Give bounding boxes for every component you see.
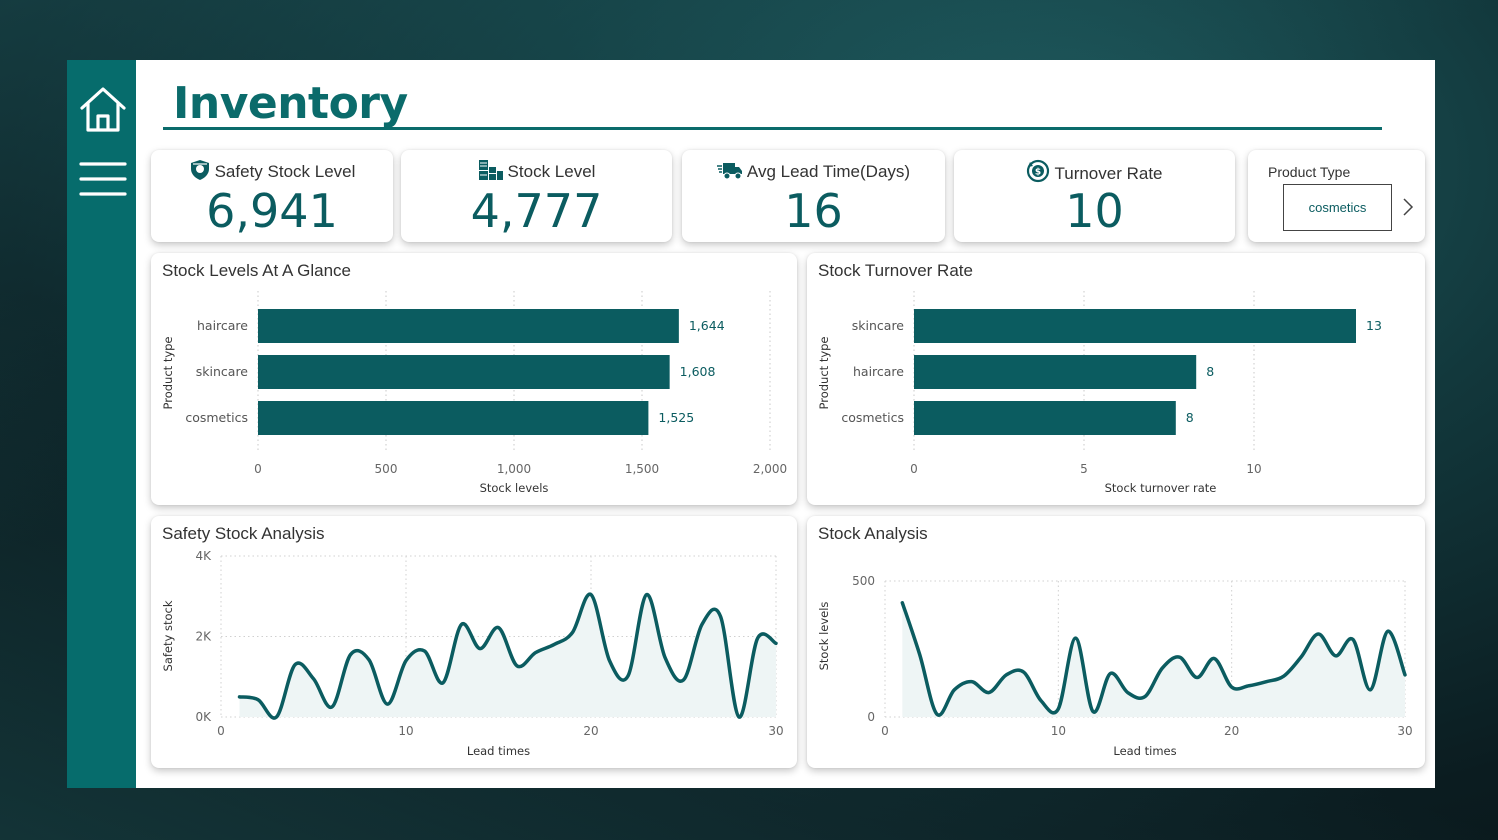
chart-title: Stock Analysis xyxy=(818,524,928,543)
y-axis-label: Product type xyxy=(817,336,831,409)
chart-card-stock-levels: Stock Levels At A Glance 0 500 1,000 1,500 2… xyxy=(151,253,797,505)
kpi-label: Stock Level xyxy=(401,159,672,182)
kpi-value: 16 xyxy=(784,184,843,238)
home-button[interactable] xyxy=(79,86,127,134)
x-tick-label: 500 xyxy=(375,462,398,476)
kpi-value: 4,777 xyxy=(470,184,603,238)
x-tick-label: 20 xyxy=(1224,724,1239,738)
chevron-right-icon xyxy=(1403,198,1414,216)
hamburger-menu-icon xyxy=(79,162,127,196)
x-tick-label: 20 xyxy=(583,724,598,738)
data-label: 13 xyxy=(1366,318,1382,333)
bar xyxy=(914,401,1176,435)
kpi-value: 10 xyxy=(1065,184,1124,238)
stock-levels-bar-chart: 0 500 1,000 1,500 2,000 haircare 1,644 skincare… xyxy=(161,291,787,495)
kpi-value: 6,941 xyxy=(206,184,338,238)
y-tick-label: 4K xyxy=(195,549,212,563)
bar xyxy=(258,355,670,389)
x-tick-label: 0 xyxy=(910,462,918,476)
kpi-label: Safety Stock Level xyxy=(151,159,393,182)
chart-title: Stock Turnover Rate xyxy=(818,261,973,280)
x-tick-label: 10 xyxy=(1246,462,1261,476)
x-axis-label: Stock turnover rate xyxy=(1105,481,1217,495)
delivery-truck-icon xyxy=(716,163,742,180)
product-type-slicer: Product Type cosmetics xyxy=(1248,150,1425,242)
bar xyxy=(258,309,679,343)
x-axis-label: Lead times xyxy=(467,744,530,758)
chart-card-safety-stock: Safety Stock Analysis 0 10 20 30 0K 2K 4K Lead … xyxy=(151,516,797,768)
x-tick-label: 30 xyxy=(768,724,783,738)
kpi-card-safety-stock: Safety Stock Level 6,941 xyxy=(151,150,393,242)
kpi-label-text: Safety Stock Level xyxy=(214,162,356,181)
y-axis-label: Product type xyxy=(161,336,175,409)
chart-card-turnover-rate: Stock Turnover Rate 0 5 10 skincare 13 hairca… xyxy=(807,253,1425,505)
chart-title: Stock Levels At A Glance xyxy=(162,261,352,280)
home-icon xyxy=(80,87,126,132)
kpi-label-text: Turnover Rate xyxy=(1054,164,1163,183)
kpi-card-avg-lead-time: Avg Lead Time(Days) 16 xyxy=(682,150,945,242)
chart-title: Safety Stock Analysis xyxy=(162,524,325,543)
x-tick-label: 1,500 xyxy=(625,462,659,476)
category-label: cosmetics xyxy=(841,410,904,425)
shield-icon xyxy=(190,160,209,180)
bar xyxy=(914,355,1197,389)
x-tick-label: 0 xyxy=(881,724,889,738)
y-tick-label: 0 xyxy=(867,710,875,724)
bar xyxy=(914,309,1356,343)
sidebar xyxy=(67,60,136,788)
chart-card-stock-analysis: Stock Analysis 0 10 20 30 0 500 Lead times Stoc… xyxy=(807,516,1425,768)
category-label: skincare xyxy=(852,318,905,333)
title-divider xyxy=(163,127,1382,130)
kpi-card-turnover-rate: $ Turnover Rate 10 xyxy=(954,150,1235,242)
x-tick-label: 0 xyxy=(217,724,225,738)
x-tick-label: 0 xyxy=(254,462,262,476)
data-label: 8 xyxy=(1186,410,1194,425)
safety-stock-area-chart: 0 10 20 30 0K 2K 4K Lead times Safety stock xyxy=(161,549,784,758)
svg-text:$: $ xyxy=(1035,168,1041,178)
x-tick-label: 10 xyxy=(1051,724,1066,738)
data-label: 1,525 xyxy=(658,410,694,425)
coin-cycle-icon: $ xyxy=(1027,159,1050,183)
kpi-label: $ Turnover Rate xyxy=(954,159,1235,184)
y-tick-label: 500 xyxy=(852,574,875,588)
series-line xyxy=(237,592,778,720)
data-label: 1,644 xyxy=(689,318,725,333)
series-area xyxy=(902,602,1405,717)
category-label: haircare xyxy=(853,364,904,379)
bar xyxy=(258,401,649,435)
x-axis-label: Lead times xyxy=(1113,744,1176,758)
data-label: 1,608 xyxy=(680,364,716,379)
x-tick-label: 1,000 xyxy=(497,462,531,476)
kpi-label-text: Avg Lead Time(Days) xyxy=(746,162,911,181)
x-tick-label: 10 xyxy=(398,724,413,738)
turnover-rate-bar-chart: 0 5 10 skincare 13 haircare 8 cosmetics 8 Stock t… xyxy=(817,291,1382,495)
menu-button[interactable] xyxy=(79,158,127,198)
stock-analysis-area-chart: 0 10 20 30 0 500 Lead times Stock levels xyxy=(817,574,1413,758)
kpi-label-text: Stock Level xyxy=(507,162,596,181)
y-axis-label: Safety stock xyxy=(161,600,175,671)
slicer-label: Product Type xyxy=(1268,164,1351,180)
category-label: cosmetics xyxy=(185,410,248,425)
data-label: 8 xyxy=(1206,364,1214,379)
x-tick-label: 2,000 xyxy=(753,462,787,476)
kpi-label: Avg Lead Time(Days) xyxy=(682,159,945,182)
x-tick-label: 30 xyxy=(1397,724,1412,738)
y-axis-label: Stock levels xyxy=(817,602,831,671)
kpi-card-stock-level: Stock Level 4,777 xyxy=(401,150,672,242)
series-area xyxy=(239,594,776,719)
slicer-next-button[interactable] xyxy=(1400,194,1416,220)
series-line xyxy=(900,601,1407,717)
slicer-selected-value[interactable]: cosmetics xyxy=(1283,184,1392,231)
x-axis-label: Stock levels xyxy=(480,481,549,495)
dashboard-frame: Inventory Safety Stock Level 6,941 Stoc xyxy=(67,60,1435,788)
category-label: skincare xyxy=(196,364,249,379)
y-tick-label: 0K xyxy=(195,710,212,724)
page-title: Inventory xyxy=(173,78,408,129)
category-label: haircare xyxy=(197,318,248,333)
x-tick-label: 5 xyxy=(1080,462,1088,476)
y-tick-label: 2K xyxy=(195,630,212,644)
warehouse-icon xyxy=(478,160,503,180)
